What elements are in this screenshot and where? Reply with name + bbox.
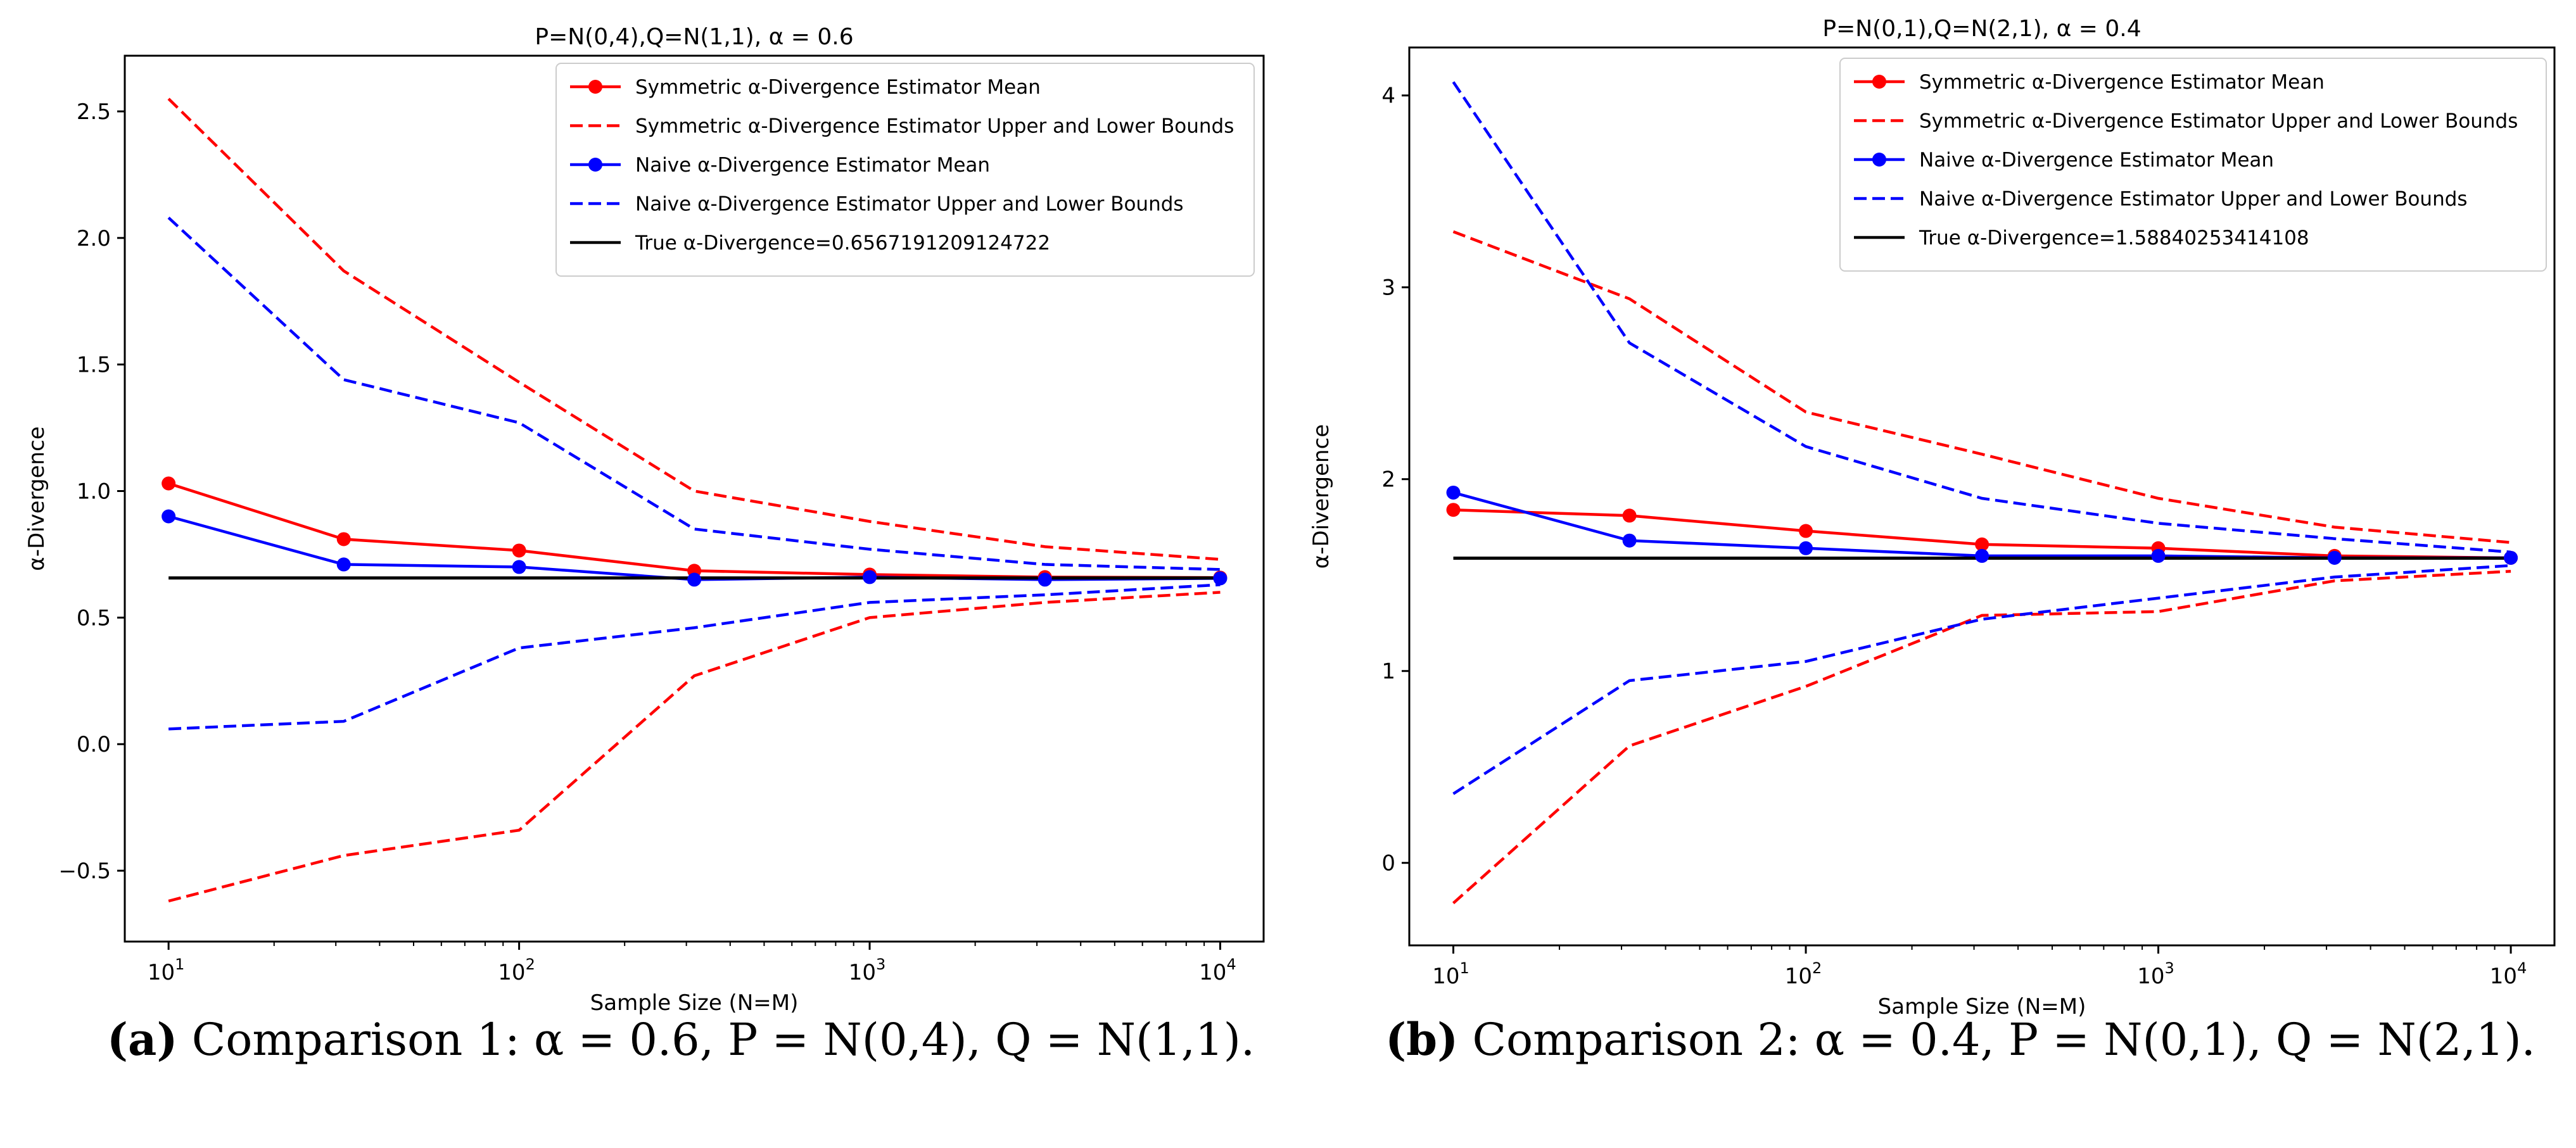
legend-marker-2	[1872, 153, 1886, 167]
y-tick-label: 2.0	[77, 226, 111, 251]
legend-label-0: Symmetric α-Divergence Estimator Mean	[635, 76, 1041, 99]
series-1-lower-line	[168, 591, 1221, 903]
x-tick-label: 101	[148, 956, 185, 985]
caption-a-text: Comparison 1: α = 0.6, P = N(0,4), Q = N…	[177, 1014, 1255, 1066]
series-0-point	[336, 532, 351, 546]
chart-1: P=N(0,1),Q=N(2,1), α = 0.4 0 1 2 3 4 101 102 103…	[1309, 16, 2556, 1019]
series-1-upper-line	[1452, 230, 2511, 544]
x-tick-label: 101	[1432, 959, 1469, 989]
series-1-upper-line	[167, 98, 1221, 561]
series-2-point	[1622, 533, 1637, 548]
series-2-point	[1799, 541, 1813, 555]
caption-b-tag: (b)	[1385, 1013, 1459, 1066]
legend: Symmetric α-Divergence Estimator Mean Sym…	[555, 63, 1255, 277]
series-2-point	[2504, 550, 2518, 565]
series-0-point	[1622, 508, 1637, 523]
series-2-point	[687, 572, 702, 587]
legend: Symmetric α-Divergence Estimator Mean Sym…	[1839, 58, 2547, 272]
x-tick-label: 104	[2490, 959, 2527, 989]
series-2-point	[1037, 572, 1052, 587]
legend-box	[1839, 58, 2547, 272]
caption-b-text: Comparison 2: α = 0.4, P = N(0,1), Q = N…	[1458, 1014, 2535, 1066]
series-2-point	[863, 570, 877, 584]
x-tick-label: 102	[1785, 959, 1822, 989]
legend-label-2: Naive α-Divergence Estimator Mean	[635, 154, 990, 177]
legend-label-4: True α-Divergence=1.58840253414108	[1919, 227, 2309, 249]
series-2-point	[1975, 548, 1989, 563]
series-2-point	[336, 557, 351, 572]
series-2-point	[1213, 571, 1228, 586]
series-0-mean-line	[168, 482, 1221, 579]
x-tick-label: 103	[849, 956, 886, 985]
series-2-point	[512, 560, 526, 574]
legend-marker-0	[588, 80, 602, 94]
series-2-point	[2327, 550, 2342, 565]
series-2-point	[2151, 548, 2166, 563]
legend-marker-2	[588, 158, 602, 172]
series-1-lower-line	[1452, 569, 2511, 904]
y-tick-label: 1.5	[77, 353, 111, 378]
caption-b: (b) Comparison 2: α = 0.4, P = N(0,1), Q…	[1374, 1013, 2546, 1095]
y-tick-label: −0.5	[58, 859, 111, 884]
y-tick-label: 2	[1381, 467, 1395, 493]
legend-label-0: Symmetric α-Divergence Estimator Mean	[1919, 71, 2325, 94]
legend-label-1: Symmetric α-Divergence Estimator Upper a…	[1919, 110, 2518, 133]
legend-label-3: Naive α-Divergence Estimator Upper and L…	[635, 193, 1184, 216]
y-tick-label: 1	[1381, 659, 1395, 684]
legend-box	[555, 63, 1255, 277]
y-tick-label: 0	[1381, 851, 1395, 876]
y-axis-label: α-Divergence	[1309, 424, 1334, 569]
series-0-point	[1446, 503, 1461, 517]
plot-frame	[124, 54, 1265, 943]
series-0-point	[1799, 524, 1813, 538]
y-tick-label: 0.5	[77, 605, 111, 631]
x-tick-label: 103	[2137, 959, 2174, 989]
legend-label-1: Symmetric α-Divergence Estimator Upper a…	[635, 115, 1234, 138]
x-axis-label: Sample Size (N=M)	[1878, 994, 2086, 1019]
series-2-point	[1446, 485, 1461, 500]
series-0-point	[162, 476, 176, 491]
chart-title: P=N(0,4),Q=N(1,1), α = 0.6	[535, 24, 853, 50]
x-tick-label: 102	[498, 956, 535, 985]
plot-frame	[1408, 46, 2556, 947]
y-tick-label: 1.0	[77, 479, 111, 505]
x-tick-label: 104	[1199, 956, 1236, 985]
chart-0: P=N(0,4),Q=N(1,1), α = 0.6 −0.5 0.0 0.5 1.0 1…	[24, 24, 1265, 1016]
caption-a: (a) Comparison 1: α = 0.6, P = N(0,4), Q…	[95, 1013, 1267, 1095]
legend-marker-0	[1872, 75, 1886, 89]
series-3-lower-line	[1452, 564, 2511, 795]
y-tick-label: 4	[1381, 84, 1395, 109]
chart-title: P=N(0,1),Q=N(2,1), α = 0.4	[1822, 16, 2141, 42]
caption-a-tag: (a)	[106, 1013, 178, 1066]
legend-label-3: Naive α-Divergence Estimator Upper and L…	[1919, 188, 2468, 211]
series-3-upper-line	[167, 217, 1221, 571]
series-3-lower-line	[168, 583, 1221, 731]
y-axis-label: α-Divergence	[24, 426, 49, 571]
series-3-upper-line	[1452, 81, 2511, 554]
y-tick-label: 0.0	[77, 732, 111, 757]
series-2-point	[162, 509, 176, 524]
y-tick-label: 2.5	[77, 99, 111, 125]
legend-label-4: True α-Divergence=0.6567191209124722	[635, 232, 1050, 255]
x-axis-label: Sample Size (N=M)	[590, 990, 799, 1016]
y-tick-label: 3	[1381, 275, 1395, 301]
legend-label-2: Naive α-Divergence Estimator Mean	[1919, 149, 2274, 172]
series-0-point	[512, 543, 526, 558]
series-0-point	[1975, 537, 1989, 552]
